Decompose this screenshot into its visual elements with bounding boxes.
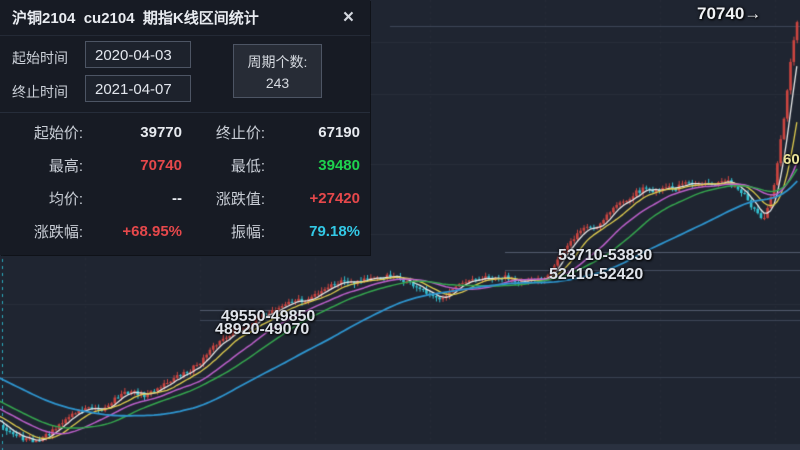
panel-title: 沪铜2104 cu2104 期指K线区间统计 <box>12 10 259 27</box>
period-count-label: 周期个数: <box>247 53 308 70</box>
stat-label: 涨跌值: <box>215 191 265 208</box>
stat-label: 最低: <box>230 158 265 175</box>
stat-value: 67190 <box>318 124 360 141</box>
stat-label: 振幅: <box>230 224 265 241</box>
stats-panel: 沪铜2104 cu2104 期指K线区间统计 × 起始时间 2020-04-03… <box>0 0 370 255</box>
stat-label: 涨跌幅: <box>33 224 83 241</box>
panel-title-bar: 沪铜2104 cu2104 期指K线区间统计 × <box>0 0 370 36</box>
start-time-input[interactable]: 2020-04-03 <box>85 41 191 68</box>
stat-label: 最高: <box>48 158 83 175</box>
panel-divider <box>0 112 370 113</box>
stat-label: 终止价: <box>215 125 265 142</box>
stat-value: +68.95% <box>122 223 182 240</box>
stat-value: 70740 <box>140 157 182 174</box>
end-time-label: 终止时间 <box>12 84 68 100</box>
stat-value: 39480 <box>318 157 360 174</box>
stat-label: 均价: <box>48 191 83 208</box>
stat-value: 39770 <box>140 124 182 141</box>
stat-value: +27420 <box>309 190 360 207</box>
period-count-box: 周期个数: 243 <box>233 44 322 98</box>
close-icon[interactable]: × <box>342 7 354 28</box>
stat-value: 79.18% <box>309 223 360 240</box>
stat-value: -- <box>172 190 182 207</box>
period-count-value: 243 <box>265 74 290 91</box>
start-time-label: 起始时间 <box>12 50 68 66</box>
end-time-input[interactable]: 2021-04-07 <box>85 75 191 102</box>
stat-label: 起始价: <box>33 125 83 142</box>
stats-grid: 起始价: 39770 终止价: 67190 最高: 70740 最低: 3948… <box>10 116 360 248</box>
